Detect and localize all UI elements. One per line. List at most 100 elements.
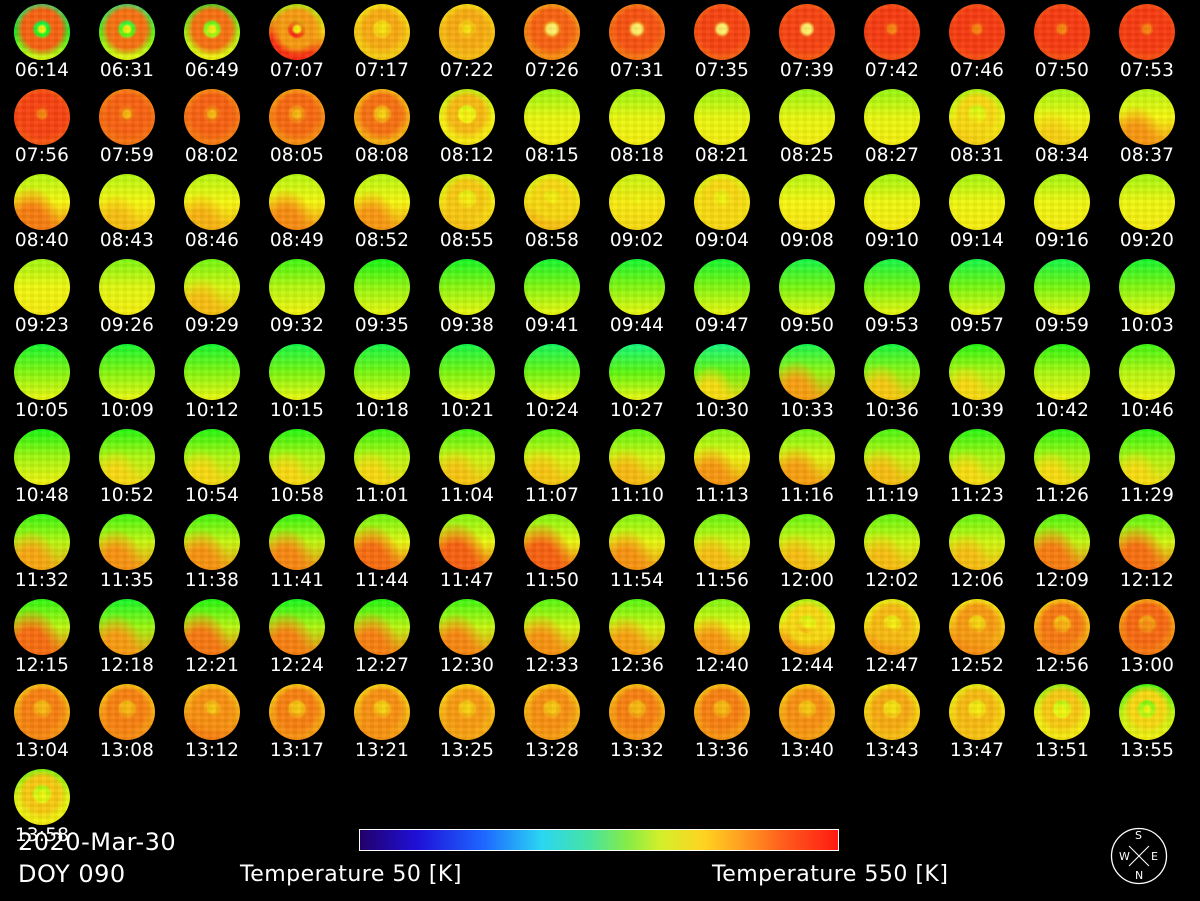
thermal-disk-image [14, 344, 70, 400]
thermal-frame: 09:47 [680, 255, 764, 340]
thermal-disk-image [439, 174, 495, 230]
frame-time-label: 07:31 [609, 60, 665, 81]
frame-time-label: 11:41 [269, 570, 325, 591]
thermal-disk-image [864, 429, 920, 485]
thermal-disk-image [269, 4, 325, 60]
thermal-frame: 11:35 [85, 510, 169, 595]
thermal-frame: 07:59 [85, 85, 169, 170]
thermal-disk-image [779, 684, 835, 740]
thermal-disk-image [694, 684, 750, 740]
frame-time-label: 12:06 [949, 570, 1005, 591]
thermal-frame: 12:18 [85, 595, 169, 680]
frame-time-label: 10:30 [694, 400, 750, 421]
thermal-disk-image [524, 344, 580, 400]
thermal-disk-image [439, 514, 495, 570]
thermal-frame: 12:21 [170, 595, 254, 680]
thermal-frame: 09:57 [935, 255, 1019, 340]
thermal-frame: 12:27 [340, 595, 424, 680]
thermal-disk-image [1119, 599, 1175, 655]
frame-time-label: 12:00 [779, 570, 835, 591]
frame-time-label: 11:23 [949, 485, 1005, 506]
frame-time-label: 08:21 [694, 145, 750, 166]
frame-time-label: 11:38 [184, 570, 240, 591]
frame-time-label: 09:41 [524, 315, 580, 336]
thermal-disk-image [99, 429, 155, 485]
thermal-frame: 11:29 [1105, 425, 1189, 510]
frame-time-label: 07:42 [864, 60, 920, 81]
thermal-disk-image [609, 684, 665, 740]
thermal-frame: 09:41 [510, 255, 594, 340]
thermal-disk-image [779, 89, 835, 145]
frame-time-label: 12:15 [14, 655, 70, 676]
thermal-disk-image [99, 514, 155, 570]
frame-time-label: 09:47 [694, 315, 750, 336]
colorbar-max-label: Temperature 550 [K] [712, 862, 949, 887]
thermal-disk-image [1034, 344, 1090, 400]
thermal-disk-image [524, 599, 580, 655]
thermal-frame: 07:35 [680, 0, 764, 85]
frame-time-label: 10:48 [14, 485, 70, 506]
frame-time-label: 07:07 [269, 60, 325, 81]
thermal-frame: 09:08 [765, 170, 849, 255]
thermal-disk-image [269, 684, 325, 740]
frame-time-label: 10:39 [949, 400, 1005, 421]
thermal-frame: 11:54 [595, 510, 679, 595]
thermal-frame: 13:32 [595, 680, 679, 765]
frame-time-label: 11:07 [524, 485, 580, 506]
frame-time-label: 10:18 [354, 400, 410, 421]
thermal-frame: 12:06 [935, 510, 1019, 595]
frame-time-label: 11:56 [694, 570, 750, 591]
thermal-disk-image [694, 429, 750, 485]
thermal-frame: 09:20 [1105, 170, 1189, 255]
thermal-frame: 13:58 [0, 765, 84, 850]
thermal-disk-image [1034, 514, 1090, 570]
thermal-frame: 06:14 [0, 0, 84, 85]
thermal-disk-image [864, 259, 920, 315]
thermal-frame: 08:25 [765, 85, 849, 170]
thermal-frame: 07:42 [850, 0, 934, 85]
thermal-disk-image [99, 89, 155, 145]
thermal-frame: 07:26 [510, 0, 594, 85]
thermal-disk-image [524, 684, 580, 740]
thermal-disk-image [1119, 344, 1175, 400]
thermal-frame: 11:16 [765, 425, 849, 510]
frame-time-label: 11:13 [694, 485, 750, 506]
thermal-frame: 08:08 [340, 85, 424, 170]
thermal-disk-image [694, 89, 750, 145]
frame-time-label: 10:42 [1034, 400, 1090, 421]
thermal-frame: 10:39 [935, 340, 1019, 425]
thermal-frame: 13:43 [850, 680, 934, 765]
thermal-frame: 08:37 [1105, 85, 1189, 170]
thermal-disk-image [779, 344, 835, 400]
frame-time-label: 08:49 [269, 230, 325, 251]
frame-time-label: 13:47 [949, 740, 1005, 761]
frame-time-label: 13:36 [694, 740, 750, 761]
thermal-disk-image [14, 259, 70, 315]
thermal-disk-image [439, 89, 495, 145]
frame-time-label: 06:14 [14, 60, 70, 81]
frame-time-label: 11:26 [1034, 485, 1090, 506]
thermal-disk-image [184, 4, 240, 60]
thermal-frame: 07:07 [255, 0, 339, 85]
thermal-frame: 08:21 [680, 85, 764, 170]
thermal-frame: 12:09 [1020, 510, 1104, 595]
frame-time-label: 12:33 [524, 655, 580, 676]
frame-time-label: 09:02 [609, 230, 665, 251]
thermal-frame: 08:18 [595, 85, 679, 170]
frame-time-label: 09:59 [1034, 315, 1090, 336]
thermal-disk-image [779, 4, 835, 60]
thermal-frame: 07:17 [340, 0, 424, 85]
frame-time-label: 12:56 [1034, 655, 1090, 676]
thermal-frame: 13:55 [1105, 680, 1189, 765]
thermal-disk-image [354, 344, 410, 400]
thermal-disk-image [439, 4, 495, 60]
thermal-disk-image [184, 514, 240, 570]
thermal-disk-image [14, 684, 70, 740]
frame-time-label: 06:31 [99, 60, 155, 81]
thermal-disk-image [779, 174, 835, 230]
thermal-disk-image [1034, 89, 1090, 145]
thermal-frame: 11:19 [850, 425, 934, 510]
thermal-disk-image [1034, 4, 1090, 60]
thermal-frame: 13:17 [255, 680, 339, 765]
thermal-frame: 08:58 [510, 170, 594, 255]
